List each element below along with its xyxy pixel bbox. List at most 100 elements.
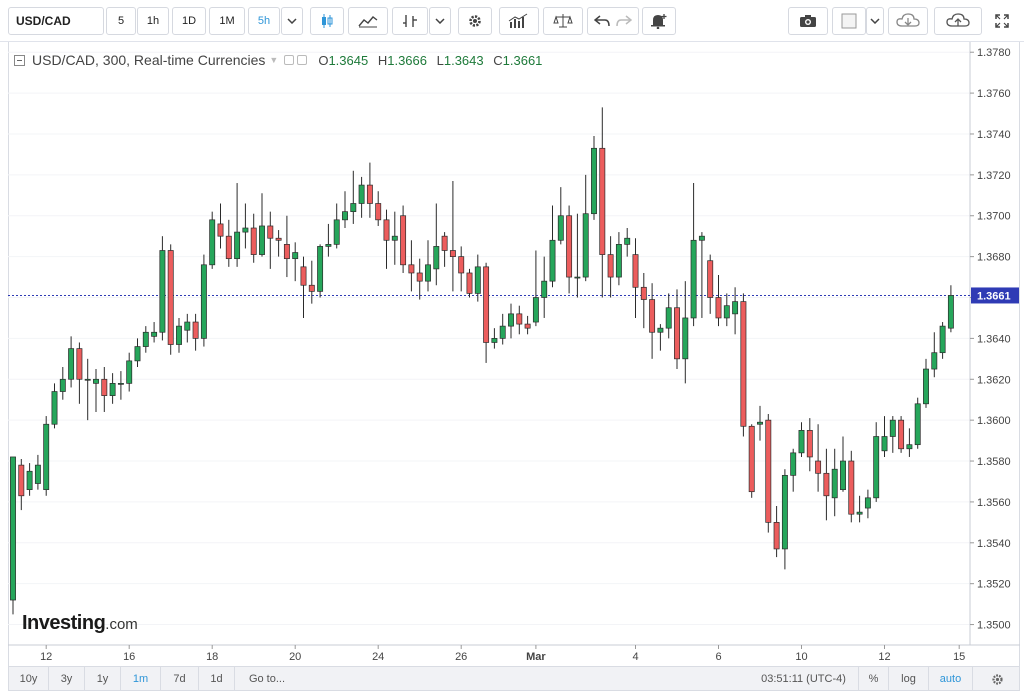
range-button-1d[interactable]: 1d bbox=[199, 667, 235, 691]
chevron-down-icon[interactable]: ▼ bbox=[269, 55, 279, 65]
candle bbox=[499, 313, 506, 345]
interval-button-1h[interactable]: 1h bbox=[137, 7, 169, 35]
settings-button[interactable] bbox=[458, 7, 492, 35]
candles-icon bbox=[322, 14, 333, 28]
candle-body bbox=[176, 325, 182, 345]
range-button-1m[interactable]: 1m bbox=[121, 667, 161, 691]
auto-scale-toggle[interactable]: auto bbox=[929, 667, 973, 691]
price-axis[interactable]: 1.3500 1.3520 1.3540 1.3560 1.3580 1.3600 1.36… bbox=[970, 47, 1011, 632]
candle bbox=[267, 211, 274, 269]
candle-body bbox=[466, 272, 473, 294]
range-button-3y[interactable]: 3y bbox=[49, 667, 85, 691]
indicators-dropdown-button[interactable] bbox=[429, 7, 451, 35]
candle bbox=[615, 232, 622, 286]
square-swatch-icon bbox=[841, 13, 857, 29]
indicators-button[interactable] bbox=[392, 7, 428, 35]
go-to-date-button[interactable]: Go to... bbox=[248, 673, 286, 685]
candle bbox=[391, 211, 398, 265]
candle-body bbox=[483, 266, 490, 343]
candle-body bbox=[508, 313, 514, 327]
save-chart-button[interactable] bbox=[934, 7, 982, 35]
eye-icon[interactable] bbox=[284, 55, 295, 65]
last-price-badge-bg bbox=[971, 287, 1019, 304]
price-chart[interactable]: 1.3500 1.3520 1.3540 1.3560 1.3580 1.3600 1.36… bbox=[8, 42, 1020, 667]
candle bbox=[657, 324, 664, 351]
range-button-7d[interactable]: 7d bbox=[161, 667, 199, 691]
open-value: 1.3645 bbox=[328, 52, 369, 68]
gear-icon[interactable] bbox=[297, 55, 308, 65]
candle bbox=[690, 183, 697, 327]
candle bbox=[375, 191, 382, 226]
candle-body bbox=[200, 264, 207, 339]
interval-button-1d[interactable]: 1D bbox=[172, 7, 206, 35]
candle bbox=[624, 228, 631, 257]
area-style-button[interactable] bbox=[348, 7, 388, 35]
interval-button-1m[interactable]: 1M bbox=[209, 7, 245, 35]
time-tick-label: 24 bbox=[372, 651, 384, 663]
candle-body bbox=[234, 231, 241, 260]
candle bbox=[898, 416, 905, 453]
candle-body bbox=[757, 421, 763, 425]
time-tick-label: 20 bbox=[289, 651, 301, 663]
candle-body bbox=[333, 219, 340, 245]
candle bbox=[582, 174, 589, 282]
candle-body bbox=[59, 378, 66, 392]
candle bbox=[698, 232, 705, 318]
range-button-1y[interactable]: 1y bbox=[85, 667, 121, 691]
fullscreen-button[interactable] bbox=[986, 7, 1018, 35]
close-label: C bbox=[493, 52, 503, 68]
undo-icon[interactable] bbox=[594, 15, 610, 27]
candle bbox=[184, 313, 191, 343]
candle-body bbox=[889, 419, 896, 437]
symbol-search-input[interactable]: USD/CAD bbox=[8, 7, 104, 35]
interval-dropdown-button[interactable] bbox=[281, 7, 303, 35]
background-color-button[interactable] bbox=[832, 7, 866, 35]
candle bbox=[425, 240, 431, 292]
candle-body bbox=[358, 184, 365, 204]
candles-style-button[interactable] bbox=[310, 7, 344, 35]
clock-timezone[interactable]: 03:51:11 (UTC-4) bbox=[749, 667, 859, 691]
redo-icon[interactable] bbox=[616, 15, 632, 27]
candle-body bbox=[781, 474, 788, 550]
chart-legend: USD/CAD, 300, Real-time Currencies ▼ O1.… bbox=[14, 51, 548, 69]
compare-button[interactable] bbox=[543, 7, 583, 35]
snapshot-button[interactable] bbox=[788, 7, 828, 35]
time-axis[interactable]: 12 16 18 20 24 26 Mar 4 6 10 12 15 bbox=[40, 645, 965, 663]
log-scale-toggle[interactable]: log bbox=[889, 667, 929, 691]
candle-body bbox=[715, 297, 722, 319]
background-color-dropdown[interactable] bbox=[866, 7, 884, 35]
candle-body bbox=[275, 237, 282, 241]
price-tick-label: 1.3620 bbox=[977, 374, 1011, 386]
candle-body bbox=[10, 456, 16, 601]
candle-body bbox=[632, 254, 639, 288]
logo-suffix: .com bbox=[105, 616, 138, 633]
candle-body bbox=[707, 260, 714, 298]
interval-button-5[interactable]: 5 bbox=[106, 7, 136, 35]
candle bbox=[665, 293, 672, 339]
scale-balance-icon bbox=[553, 14, 573, 28]
candle bbox=[43, 416, 50, 496]
chart-settings-button[interactable] bbox=[979, 667, 1015, 691]
candle-body bbox=[117, 383, 124, 385]
load-chart-button[interactable] bbox=[888, 7, 928, 35]
candle-body bbox=[599, 147, 606, 255]
candle bbox=[84, 358, 91, 421]
studies-button[interactable] bbox=[499, 7, 539, 35]
candle bbox=[674, 289, 680, 370]
candles bbox=[10, 107, 954, 615]
candle-body bbox=[134, 346, 141, 362]
candle bbox=[848, 450, 855, 523]
studies-chart-icon bbox=[508, 13, 528, 28]
candle-body bbox=[408, 264, 415, 274]
percent-scale-toggle[interactable]: % bbox=[859, 667, 889, 691]
candle bbox=[790, 448, 797, 492]
candle-body bbox=[259, 225, 265, 255]
collapse-legend-icon[interactable] bbox=[14, 54, 25, 66]
cloud-download-icon bbox=[896, 13, 920, 27]
legend-title: USD/CAD, 300, Real-time Currencies bbox=[32, 52, 266, 68]
interval-button-5h[interactable]: 5h bbox=[248, 7, 280, 35]
candle-body bbox=[283, 244, 290, 260]
alert-button[interactable] bbox=[642, 7, 676, 35]
candle bbox=[549, 205, 556, 288]
range-button-10y[interactable]: 10y bbox=[9, 667, 49, 691]
